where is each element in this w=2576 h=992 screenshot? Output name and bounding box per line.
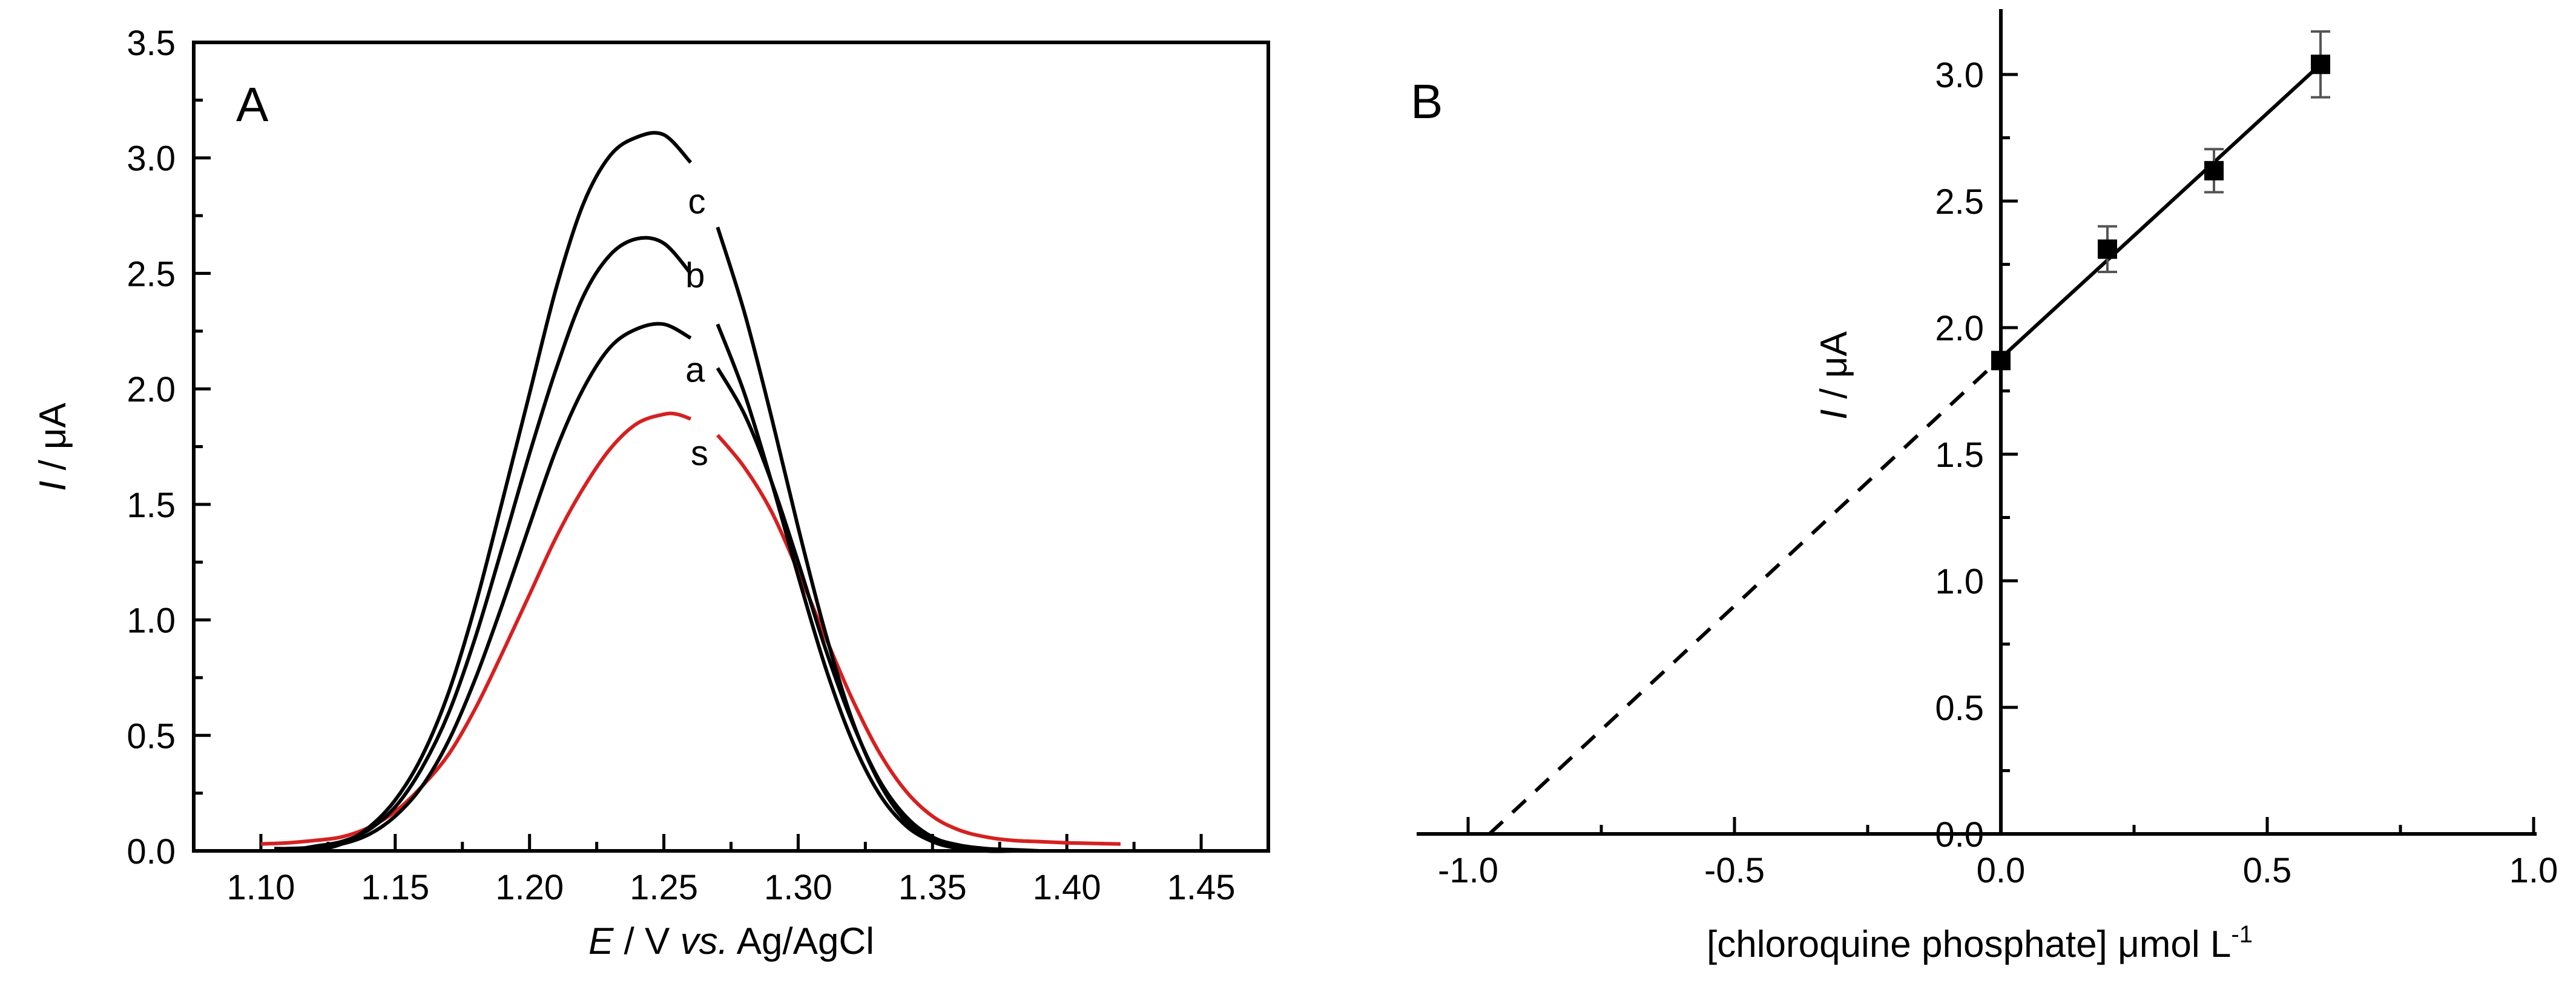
panel-b-x-axis-label-superscript: -1: [2231, 921, 2253, 948]
panel-a-ticks: 1.10 1.15 1.20 1.25 1.30 1.35 1.40 1.45 0.0 0.5 1.…: [127, 24, 1235, 907]
panel-a-x-axis-label: E / V vs. Ag/AgCl: [588, 921, 874, 962]
curve-c-left: [314, 131, 693, 853]
panel-b-x-tick-label: 0.5: [2243, 851, 2292, 890]
data-point: [2311, 55, 2330, 74]
panel-b-y-tick-label: 1.5: [1935, 435, 1984, 475]
panel-a-y-tick-label: 2.5: [127, 254, 176, 294]
panel-a-x-tick-label: 1.45: [1167, 868, 1236, 907]
panel-a-x-axis-label-reference: Ag/AgCl: [728, 921, 874, 962]
panel-b-x-tick-label: 0.0: [1977, 851, 2026, 890]
panel-b-x-tick-label: -0.5: [1704, 851, 1765, 890]
curve-s-right: [716, 434, 1121, 846]
curve-label-c: c: [688, 182, 706, 221]
panel-b-x-tick-label: 1.0: [2509, 851, 2558, 890]
panel-b-y-axis-label-unit: / μA: [1813, 331, 1855, 409]
panel-a-x-tick-label: 1.30: [764, 868, 832, 907]
panel-a-x-axis-label-symbol: E: [588, 921, 614, 962]
panel-a-y-tick-label: 0.5: [127, 716, 176, 756]
curve-label-b: b: [685, 256, 705, 295]
panel-a-x-tick-label: 1.15: [361, 868, 429, 907]
panel-b-y-axis-label: I / μA: [1813, 331, 1855, 420]
fit-line: [1999, 63, 2322, 360]
panel-b-y-tick-label: 2.5: [1935, 182, 1984, 222]
curve-c-right: [716, 227, 1013, 853]
panel-a-x-axis-label-vs: vs.: [680, 921, 728, 962]
panel-a-y-axis-label-unit: / μA: [32, 402, 74, 480]
panel-a-x-tick-label: 1.40: [1033, 868, 1101, 907]
curve-label-a: a: [685, 351, 705, 390]
data-point: [1991, 351, 2011, 371]
panel-a-y-axis-label-symbol: I: [32, 481, 74, 491]
panel-a-plot-frame: [192, 41, 1270, 853]
panel-a-x-tick-label: 1.35: [898, 868, 967, 907]
panel-a-y-tick-label: 1.5: [127, 486, 176, 525]
panel-a-y-tick-label: 1.0: [127, 601, 176, 641]
panel-b: -1.0 -0.5 0.0 0.5 1.0 0.0 0.5 1.0 1.5 2.0 2.5 3.0 B…: [1411, 9, 2558, 965]
panel-b-y-tick-label: 0.0: [1935, 815, 1984, 855]
panel-b-x-tick-label: -1.0: [1438, 851, 1498, 890]
data-point: [2098, 239, 2117, 259]
panel-b-ticks: -1.0 -0.5 0.0 0.5 1.0 0.0 0.5 1.0 1.5 2.0 2.5 3.0: [1438, 56, 2558, 890]
panel-a-x-tick-label: 1.10: [226, 868, 295, 907]
panel-a-y-axis-label: I / μA: [32, 402, 74, 491]
curve-s-left: [260, 411, 691, 846]
panel-b-y-tick-label: 3.0: [1935, 56, 1984, 95]
extrapolation-line: [1488, 356, 2003, 836]
panel-b-lines: [1488, 63, 2322, 836]
panel-a-y-tick-label: 2.0: [127, 370, 176, 409]
panel-a-y-tick-label: 3.0: [127, 139, 176, 179]
curve-a-left: [274, 322, 692, 851]
panel-b-y-axis-label-symbol: I: [1813, 409, 1855, 420]
panel-a-x-tick-label: 1.20: [495, 868, 564, 907]
panel-b-y-tick-label: 0.5: [1935, 689, 1984, 728]
panel-a-y-tick-label: 3.5: [127, 24, 176, 63]
curve-label-s: s: [691, 434, 708, 473]
panel-b-y-tick-label: 2.0: [1935, 309, 1984, 348]
data-point: [2204, 160, 2224, 180]
panel-a-curve-labels: s a bc: [685, 182, 708, 473]
panel-b-points: [1991, 30, 2330, 371]
panel-a-x-tick-label: 1.25: [630, 868, 698, 907]
panel-b-x-axis-label: [chloroquine phosphate] μmol L-1: [1707, 921, 2253, 965]
panel-a-curves: [260, 131, 1121, 853]
panel-b-label: B: [1411, 74, 1443, 128]
panel-a-y-tick-label: 0.0: [127, 832, 176, 871]
panel-b-y-tick-label: 1.0: [1935, 562, 1984, 601]
panel-a-label: A: [236, 78, 269, 131]
panel-a: 1.10 1.15 1.20 1.25 1.30 1.35 1.40 1.45 0.0 0.5 1.…: [32, 24, 1270, 962]
panel-b-x-axis-label-main: [chloroquine phosphate] μmol L: [1707, 924, 2231, 965]
panel-a-x-axis-label-unit: / V: [613, 921, 680, 962]
